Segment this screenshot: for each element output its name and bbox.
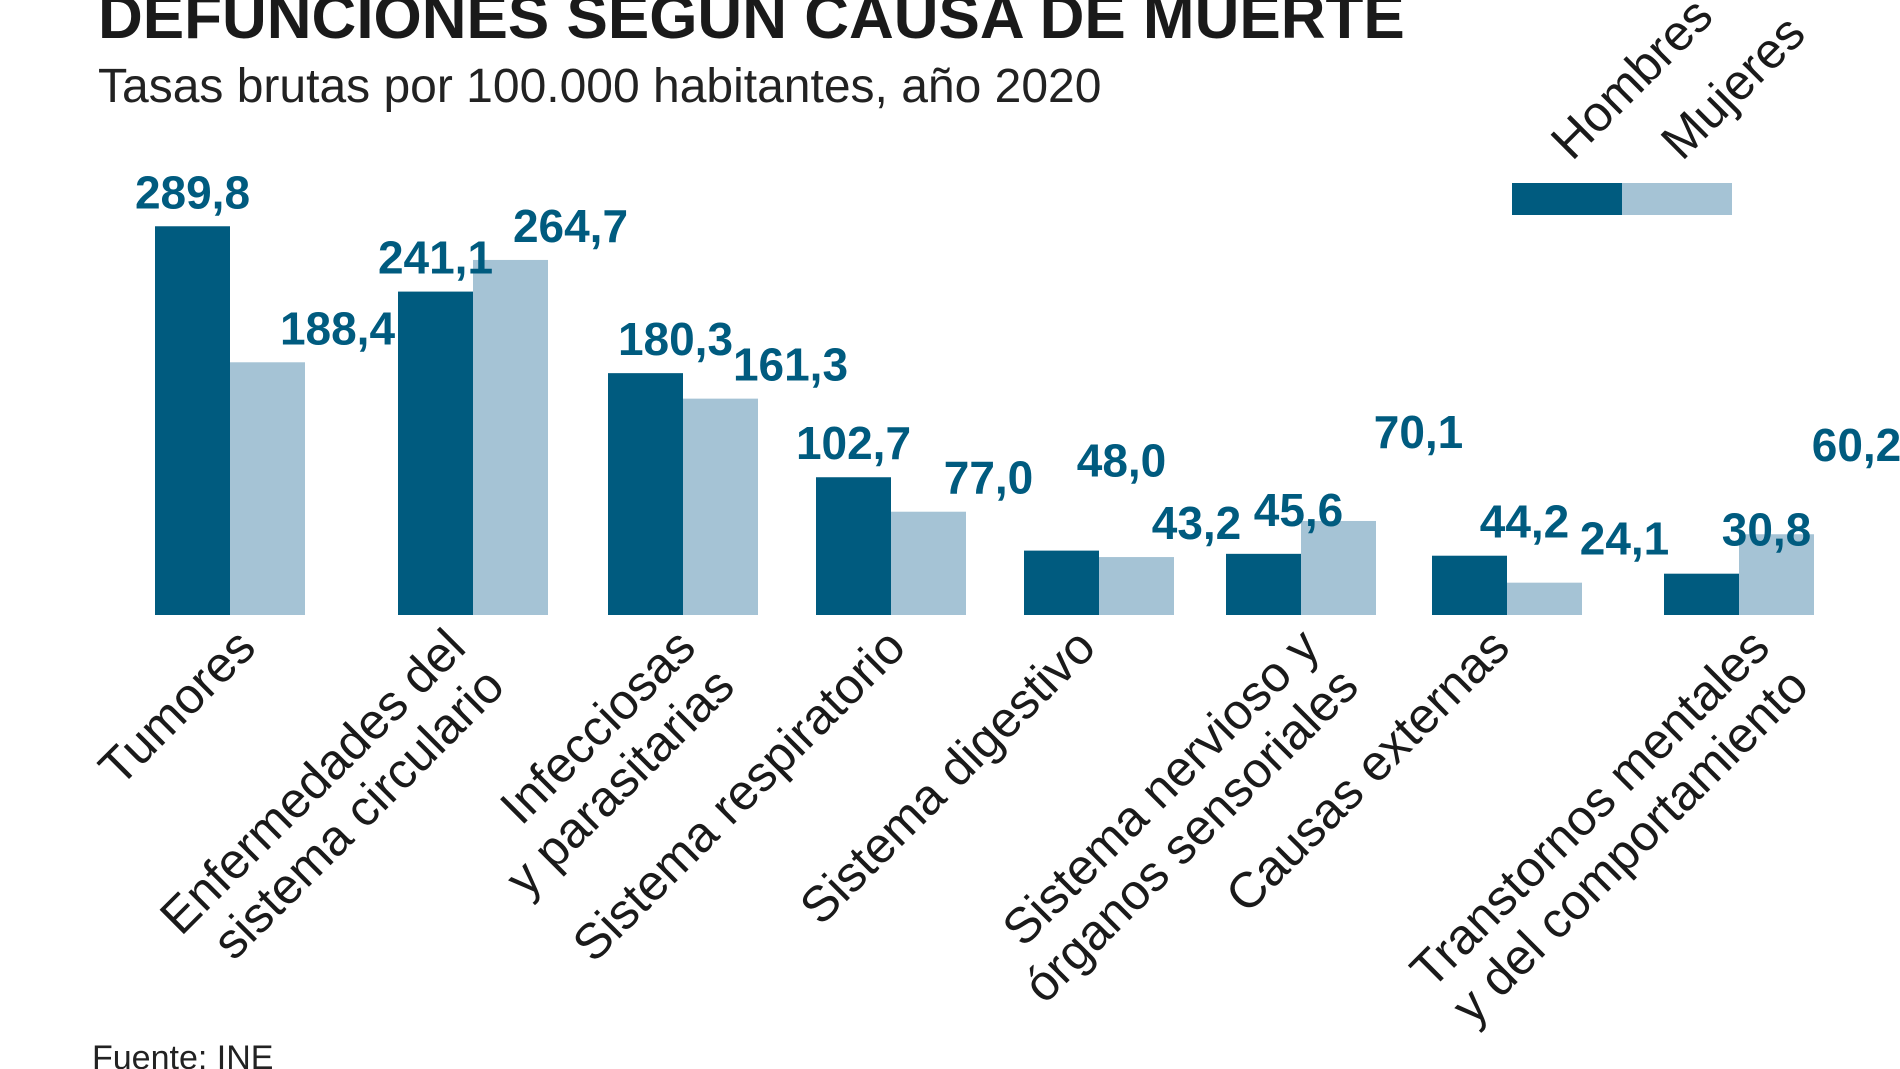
value-label-mujeres-7: 24,1 xyxy=(1580,513,1670,565)
bar-hombres-2 xyxy=(398,291,473,615)
value-label-hombres-5: 48,0 xyxy=(1077,435,1167,487)
value-label-hombres-2: 241,1 xyxy=(378,232,493,284)
source-note: Fuente: INE xyxy=(92,1039,273,1069)
value-label-mujeres-4: 77,0 xyxy=(944,452,1034,504)
bar-mujeres-7 xyxy=(1507,582,1582,615)
legend-swatch-mujeres xyxy=(1622,183,1732,215)
bar-mujeres-1 xyxy=(230,362,305,615)
value-label-hombres-3: 180,3 xyxy=(618,313,733,365)
category-label-1: Tumores xyxy=(88,618,266,796)
bar-hombres-5 xyxy=(1024,550,1099,615)
value-label-mujeres-2: 264,7 xyxy=(513,200,628,252)
value-label-hombres-7: 44,2 xyxy=(1480,496,1570,548)
bars-group xyxy=(155,226,1814,615)
value-label-mujeres-3: 161,3 xyxy=(733,339,848,391)
bar-hombres-3 xyxy=(608,373,683,615)
value-label-hombres-6: 45,6 xyxy=(1254,484,1344,536)
chart-subtitle: Tasas brutas por 100.000 habitantes, año… xyxy=(98,60,1101,113)
bar-mujeres-8 xyxy=(1739,534,1814,615)
value-label-mujeres-8: 60,2 xyxy=(1812,419,1900,471)
bar-hombres-7 xyxy=(1432,555,1507,615)
bar-hombres-6 xyxy=(1226,553,1301,615)
bar-mujeres-4 xyxy=(891,511,966,615)
bar-mujeres-6 xyxy=(1301,520,1376,615)
value-label-hombres-4: 102,7 xyxy=(796,417,911,469)
value-label-mujeres-6: 70,1 xyxy=(1374,406,1464,458)
category-label-line: Tumores xyxy=(88,618,266,796)
bar-mujeres-3 xyxy=(683,398,758,615)
legend-swatch-hombres xyxy=(1512,183,1622,215)
value-label-hombres-8: 30,8 xyxy=(1722,504,1812,556)
bar-hombres-8 xyxy=(1664,573,1739,615)
chart-title: DEFUNCIONES SEGÚN CAUSA DE MUERTE xyxy=(98,0,1405,52)
bar-hombres-4 xyxy=(816,477,891,615)
value-labels-group: 289,8 188,4 241,1 264,7 180,3 161,3 102,7 77,0 4… xyxy=(135,166,1900,564)
value-label-hombres-1: 289,8 xyxy=(135,166,250,218)
bar-mujeres-5 xyxy=(1099,557,1174,615)
bar-mujeres-2 xyxy=(473,259,548,615)
value-label-mujeres-1: 188,4 xyxy=(280,302,396,354)
category-label-line: y del comportamiento xyxy=(1441,657,1819,1035)
value-label-mujeres-5: 43,2 xyxy=(1152,497,1242,549)
bar-hombres-1 xyxy=(155,226,230,615)
